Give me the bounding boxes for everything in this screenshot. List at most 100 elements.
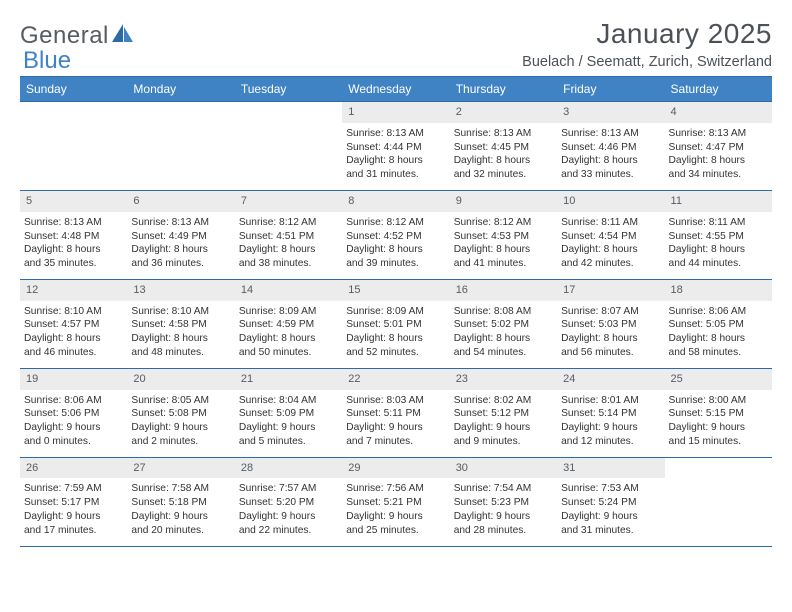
day-content-cell: Sunrise: 8:00 AMSunset: 5:15 PMDaylight:… xyxy=(665,390,772,458)
sunset-line: Sunset: 5:02 PM xyxy=(454,318,553,332)
daylight-line-2: and 32 minutes. xyxy=(454,168,553,182)
day-content-cell xyxy=(127,123,234,191)
daylight-line-2: and 31 minutes. xyxy=(561,524,660,538)
daylight-line-2: and 0 minutes. xyxy=(24,435,123,449)
daylight-line-1: Daylight: 8 hours xyxy=(669,332,768,346)
day-content-cell: Sunrise: 8:06 AMSunset: 5:05 PMDaylight:… xyxy=(665,301,772,369)
sunset-line: Sunset: 4:46 PM xyxy=(561,141,660,155)
sunrise-line: Sunrise: 8:00 AM xyxy=(669,394,768,408)
day-content-cell: Sunrise: 7:56 AMSunset: 5:21 PMDaylight:… xyxy=(342,478,449,546)
sunrise-line: Sunrise: 8:09 AM xyxy=(346,305,445,319)
daylight-line-2: and 42 minutes. xyxy=(561,257,660,271)
day-number-cell: 31 xyxy=(557,457,664,478)
day-lines: Sunrise: 7:57 AMSunset: 5:20 PMDaylight:… xyxy=(239,478,338,537)
day-number-cell: 4 xyxy=(665,102,772,123)
day-lines: Sunrise: 8:03 AMSunset: 5:11 PMDaylight:… xyxy=(346,390,445,449)
sunset-line: Sunset: 5:06 PM xyxy=(24,407,123,421)
daylight-line-1: Daylight: 9 hours xyxy=(131,421,230,435)
sunrise-line: Sunrise: 8:13 AM xyxy=(561,127,660,141)
sunrise-line: Sunrise: 8:10 AM xyxy=(131,305,230,319)
day-content-cell: Sunrise: 8:08 AMSunset: 5:02 PMDaylight:… xyxy=(450,301,557,369)
weekday-header: Wednesday xyxy=(342,77,449,102)
day-lines: Sunrise: 8:10 AMSunset: 4:57 PMDaylight:… xyxy=(24,301,123,360)
day-number-cell xyxy=(20,102,127,123)
daylight-line-1: Daylight: 8 hours xyxy=(454,154,553,168)
sunset-line: Sunset: 5:15 PM xyxy=(669,407,768,421)
sunset-line: Sunset: 4:55 PM xyxy=(669,230,768,244)
daylight-line-2: and 48 minutes. xyxy=(131,346,230,360)
day-lines: Sunrise: 8:12 AMSunset: 4:53 PMDaylight:… xyxy=(454,212,553,271)
sunset-line: Sunset: 4:57 PM xyxy=(24,318,123,332)
sunrise-line: Sunrise: 8:03 AM xyxy=(346,394,445,408)
day-content-cell: Sunrise: 7:58 AMSunset: 5:18 PMDaylight:… xyxy=(127,478,234,546)
daylight-line-2: and 28 minutes. xyxy=(454,524,553,538)
day-number-cell: 13 xyxy=(127,279,234,300)
day-number-cell: 18 xyxy=(665,279,772,300)
day-number-cell: 23 xyxy=(450,368,557,389)
day-content-row: Sunrise: 8:06 AMSunset: 5:06 PM Daylight:… xyxy=(20,390,772,458)
weekday-header: Friday xyxy=(557,77,664,102)
day-number-cell: 22 xyxy=(342,368,449,389)
daylight-line-2: and 38 minutes. xyxy=(239,257,338,271)
day-lines: Sunrise: 8:06 AMSunset: 5:05 PMDaylight:… xyxy=(669,301,768,360)
sunrise-line: Sunrise: 8:06 AM xyxy=(24,394,123,408)
daylight-line-2: and 36 minutes. xyxy=(131,257,230,271)
day-content-cell xyxy=(665,478,772,546)
day-number-row: 12131415161718 xyxy=(20,279,772,300)
day-number-cell: 9 xyxy=(450,190,557,211)
sunset-line: Sunset: 5:21 PM xyxy=(346,496,445,510)
day-content-cell: Sunrise: 8:10 AMSunset: 4:57 PMDaylight:… xyxy=(20,301,127,369)
daylight-line-2: and 56 minutes. xyxy=(561,346,660,360)
day-lines: Sunrise: 7:54 AMSunset: 5:23 PMDaylight:… xyxy=(454,478,553,537)
daylight-line-1: Daylight: 8 hours xyxy=(454,332,553,346)
day-number-cell: 20 xyxy=(127,368,234,389)
day-lines: Sunrise: 8:07 AMSunset: 5:03 PMDaylight:… xyxy=(561,301,660,360)
day-number-row: 19202122232425 xyxy=(20,368,772,389)
sunrise-line: Sunrise: 8:13 AM xyxy=(346,127,445,141)
day-content-row: Sunrise: 8:13 AMSunset: 4:48 PMDaylight:… xyxy=(20,212,772,280)
day-content-cell: Sunrise: 8:13 AMSunset: 4:46 PMDaylight:… xyxy=(557,123,664,191)
day-number-row: 262728293031 xyxy=(20,457,772,478)
daylight-line-2: and 2 minutes. xyxy=(131,435,230,449)
sunset-line: Sunset: 4:54 PM xyxy=(561,230,660,244)
day-number-cell: 8 xyxy=(342,190,449,211)
day-content-cell: Sunrise: 8:12 AMSunset: 4:53 PMDaylight:… xyxy=(450,212,557,280)
sunrise-line: Sunrise: 8:10 AM xyxy=(24,305,123,319)
day-lines: Sunrise: 8:06 AMSunset: 5:06 PMDaylight:… xyxy=(24,390,123,449)
sunset-line: Sunset: 4:47 PM xyxy=(669,141,768,155)
day-lines: Sunrise: 8:01 AMSunset: 5:14 PMDaylight:… xyxy=(561,390,660,449)
day-number-cell: 30 xyxy=(450,457,557,478)
sunset-line: Sunset: 5:09 PM xyxy=(239,407,338,421)
sunset-line: Sunset: 4:51 PM xyxy=(239,230,338,244)
day-lines: Sunrise: 8:11 AMSunset: 4:55 PMDaylight:… xyxy=(669,212,768,271)
daylight-line-2: and 58 minutes. xyxy=(669,346,768,360)
sunrise-line: Sunrise: 8:02 AM xyxy=(454,394,553,408)
day-lines: Sunrise: 8:09 AMSunset: 4:59 PMDaylight:… xyxy=(239,301,338,360)
sunset-line: Sunset: 5:03 PM xyxy=(561,318,660,332)
sunrise-line: Sunrise: 7:56 AM xyxy=(346,482,445,496)
day-number-cell: 6 xyxy=(127,190,234,211)
day-content-cell: Sunrise: 8:11 AMSunset: 4:54 PMDaylight:… xyxy=(557,212,664,280)
daylight-line-2: and 9 minutes. xyxy=(454,435,553,449)
sunset-line: Sunset: 5:14 PM xyxy=(561,407,660,421)
daylight-line-1: Daylight: 8 hours xyxy=(561,154,660,168)
day-lines: Sunrise: 8:13 AMSunset: 4:47 PMDaylight:… xyxy=(669,123,768,182)
day-content-cell: Sunrise: 8:12 AMSunset: 4:51 PMDaylight:… xyxy=(235,212,342,280)
day-number-cell: 24 xyxy=(557,368,664,389)
daylight-line-1: Daylight: 8 hours xyxy=(669,154,768,168)
weekday-header: Monday xyxy=(127,77,234,102)
sunrise-line: Sunrise: 8:01 AM xyxy=(561,394,660,408)
daylight-line-2: and 50 minutes. xyxy=(239,346,338,360)
day-number-cell: 16 xyxy=(450,279,557,300)
daylight-line-2: and 39 minutes. xyxy=(346,257,445,271)
sunrise-line: Sunrise: 7:54 AM xyxy=(454,482,553,496)
daylight-line-1: Daylight: 8 hours xyxy=(669,243,768,257)
daylight-line-1: Daylight: 8 hours xyxy=(346,154,445,168)
day-number-cell: 5 xyxy=(20,190,127,211)
day-number-cell: 1 xyxy=(342,102,449,123)
day-number-cell xyxy=(665,457,772,478)
brand-word-1: General xyxy=(20,22,109,50)
sunrise-line: Sunrise: 8:12 AM xyxy=(454,216,553,230)
sunset-line: Sunset: 5:17 PM xyxy=(24,496,123,510)
day-number-cell: 25 xyxy=(665,368,772,389)
